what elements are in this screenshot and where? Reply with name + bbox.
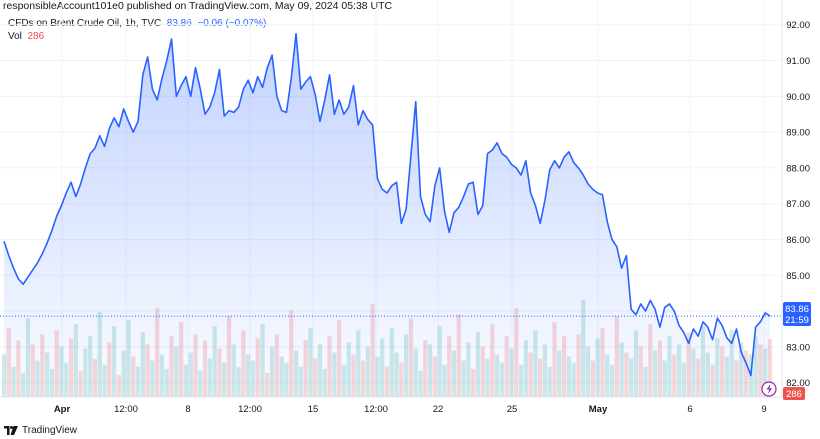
- last-price-tag-value: 83.86: [785, 304, 809, 315]
- volume-legend-value: 286: [27, 31, 45, 42]
- footer-brand-label: TradingView: [22, 425, 78, 436]
- price-tick-label: 92.00: [786, 20, 810, 31]
- time-tick-label: 25: [507, 404, 518, 415]
- legend-change: −0.06 (−0.07%): [197, 18, 267, 29]
- price-tick-label: 90.00: [786, 92, 810, 103]
- time-tick-label: Apr: [54, 404, 71, 415]
- price-line: [3, 32, 771, 377]
- volume-tag: 286: [783, 387, 805, 400]
- lightning-icon[interactable]: [761, 381, 777, 397]
- legend-last: 83.86: [166, 18, 192, 29]
- volume-legend-label: Vol: [8, 31, 22, 42]
- price-tick-label: 91.00: [786, 56, 810, 67]
- published-caption: responsibleAccount101e0 published on Tra…: [3, 0, 393, 12]
- time-tick-label: 6: [687, 404, 692, 415]
- volume-legend: Vol 286: [8, 31, 44, 42]
- price-tick-label: 87.00: [786, 199, 810, 210]
- last-price-tag-countdown: 21:59: [785, 315, 809, 326]
- price-area: [4, 33, 770, 397]
- tradingview-logo-icon: [4, 426, 18, 435]
- last-price-tag: 83.86 21:59: [783, 302, 811, 326]
- legend-symbol: CFDs on Brent Crude Oil, 1h, TVC: [8, 18, 162, 29]
- time-tick-label: 8: [185, 404, 190, 415]
- price-tick-label: 85.00: [786, 271, 810, 282]
- chart-legend: CFDs on Brent Crude Oil, 1h, TVC 83.86 −…: [8, 18, 266, 29]
- time-axis: Apr 12:00 8 12:00 15 12:00 22 25 May 6 9: [54, 404, 767, 415]
- time-tick-label: May: [589, 404, 608, 415]
- time-tick-label: 12:00: [364, 404, 388, 415]
- price-tick-label: 89.00: [786, 128, 810, 139]
- price-tick-label: 82.00: [786, 378, 810, 389]
- price-tick-label: 86.00: [786, 235, 810, 246]
- time-tick-label: 12:00: [238, 404, 262, 415]
- time-tick-label: 12:00: [114, 404, 138, 415]
- volume-tag-value: 286: [786, 389, 802, 400]
- time-tick-label: 22: [433, 404, 444, 415]
- time-tick-label: 9: [761, 404, 766, 415]
- price-axis: 82.0083.0084.0085.0086.0087.0088.0089.00…: [786, 20, 810, 389]
- footer-brand[interactable]: TradingView: [4, 425, 77, 436]
- price-tick-label: 88.00: [786, 163, 810, 174]
- time-tick-label: 15: [308, 404, 319, 415]
- price-tick-label: 83.00: [786, 342, 810, 353]
